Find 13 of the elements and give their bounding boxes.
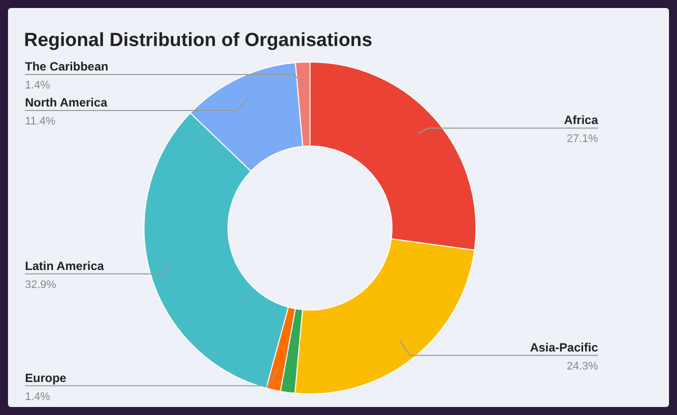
data-label: 27.1% xyxy=(566,133,598,146)
slice-label: Latin America xyxy=(25,258,104,273)
chart-title: Regional Distribution of Organisations xyxy=(24,30,372,51)
data-label: 32.9% xyxy=(25,278,56,291)
data-label: 1.4% xyxy=(25,390,50,403)
slice-label: North America xyxy=(25,95,108,110)
slice-label: Africa xyxy=(564,113,598,128)
data-label: 11.4% xyxy=(25,115,56,128)
slice-label: Europe xyxy=(25,370,67,385)
data-label: 24.3% xyxy=(566,360,598,372)
slice-label: The Caribbean xyxy=(25,59,108,74)
slice-label: Asia-Pacific xyxy=(530,340,598,354)
data-label: 1.4% xyxy=(25,79,50,92)
